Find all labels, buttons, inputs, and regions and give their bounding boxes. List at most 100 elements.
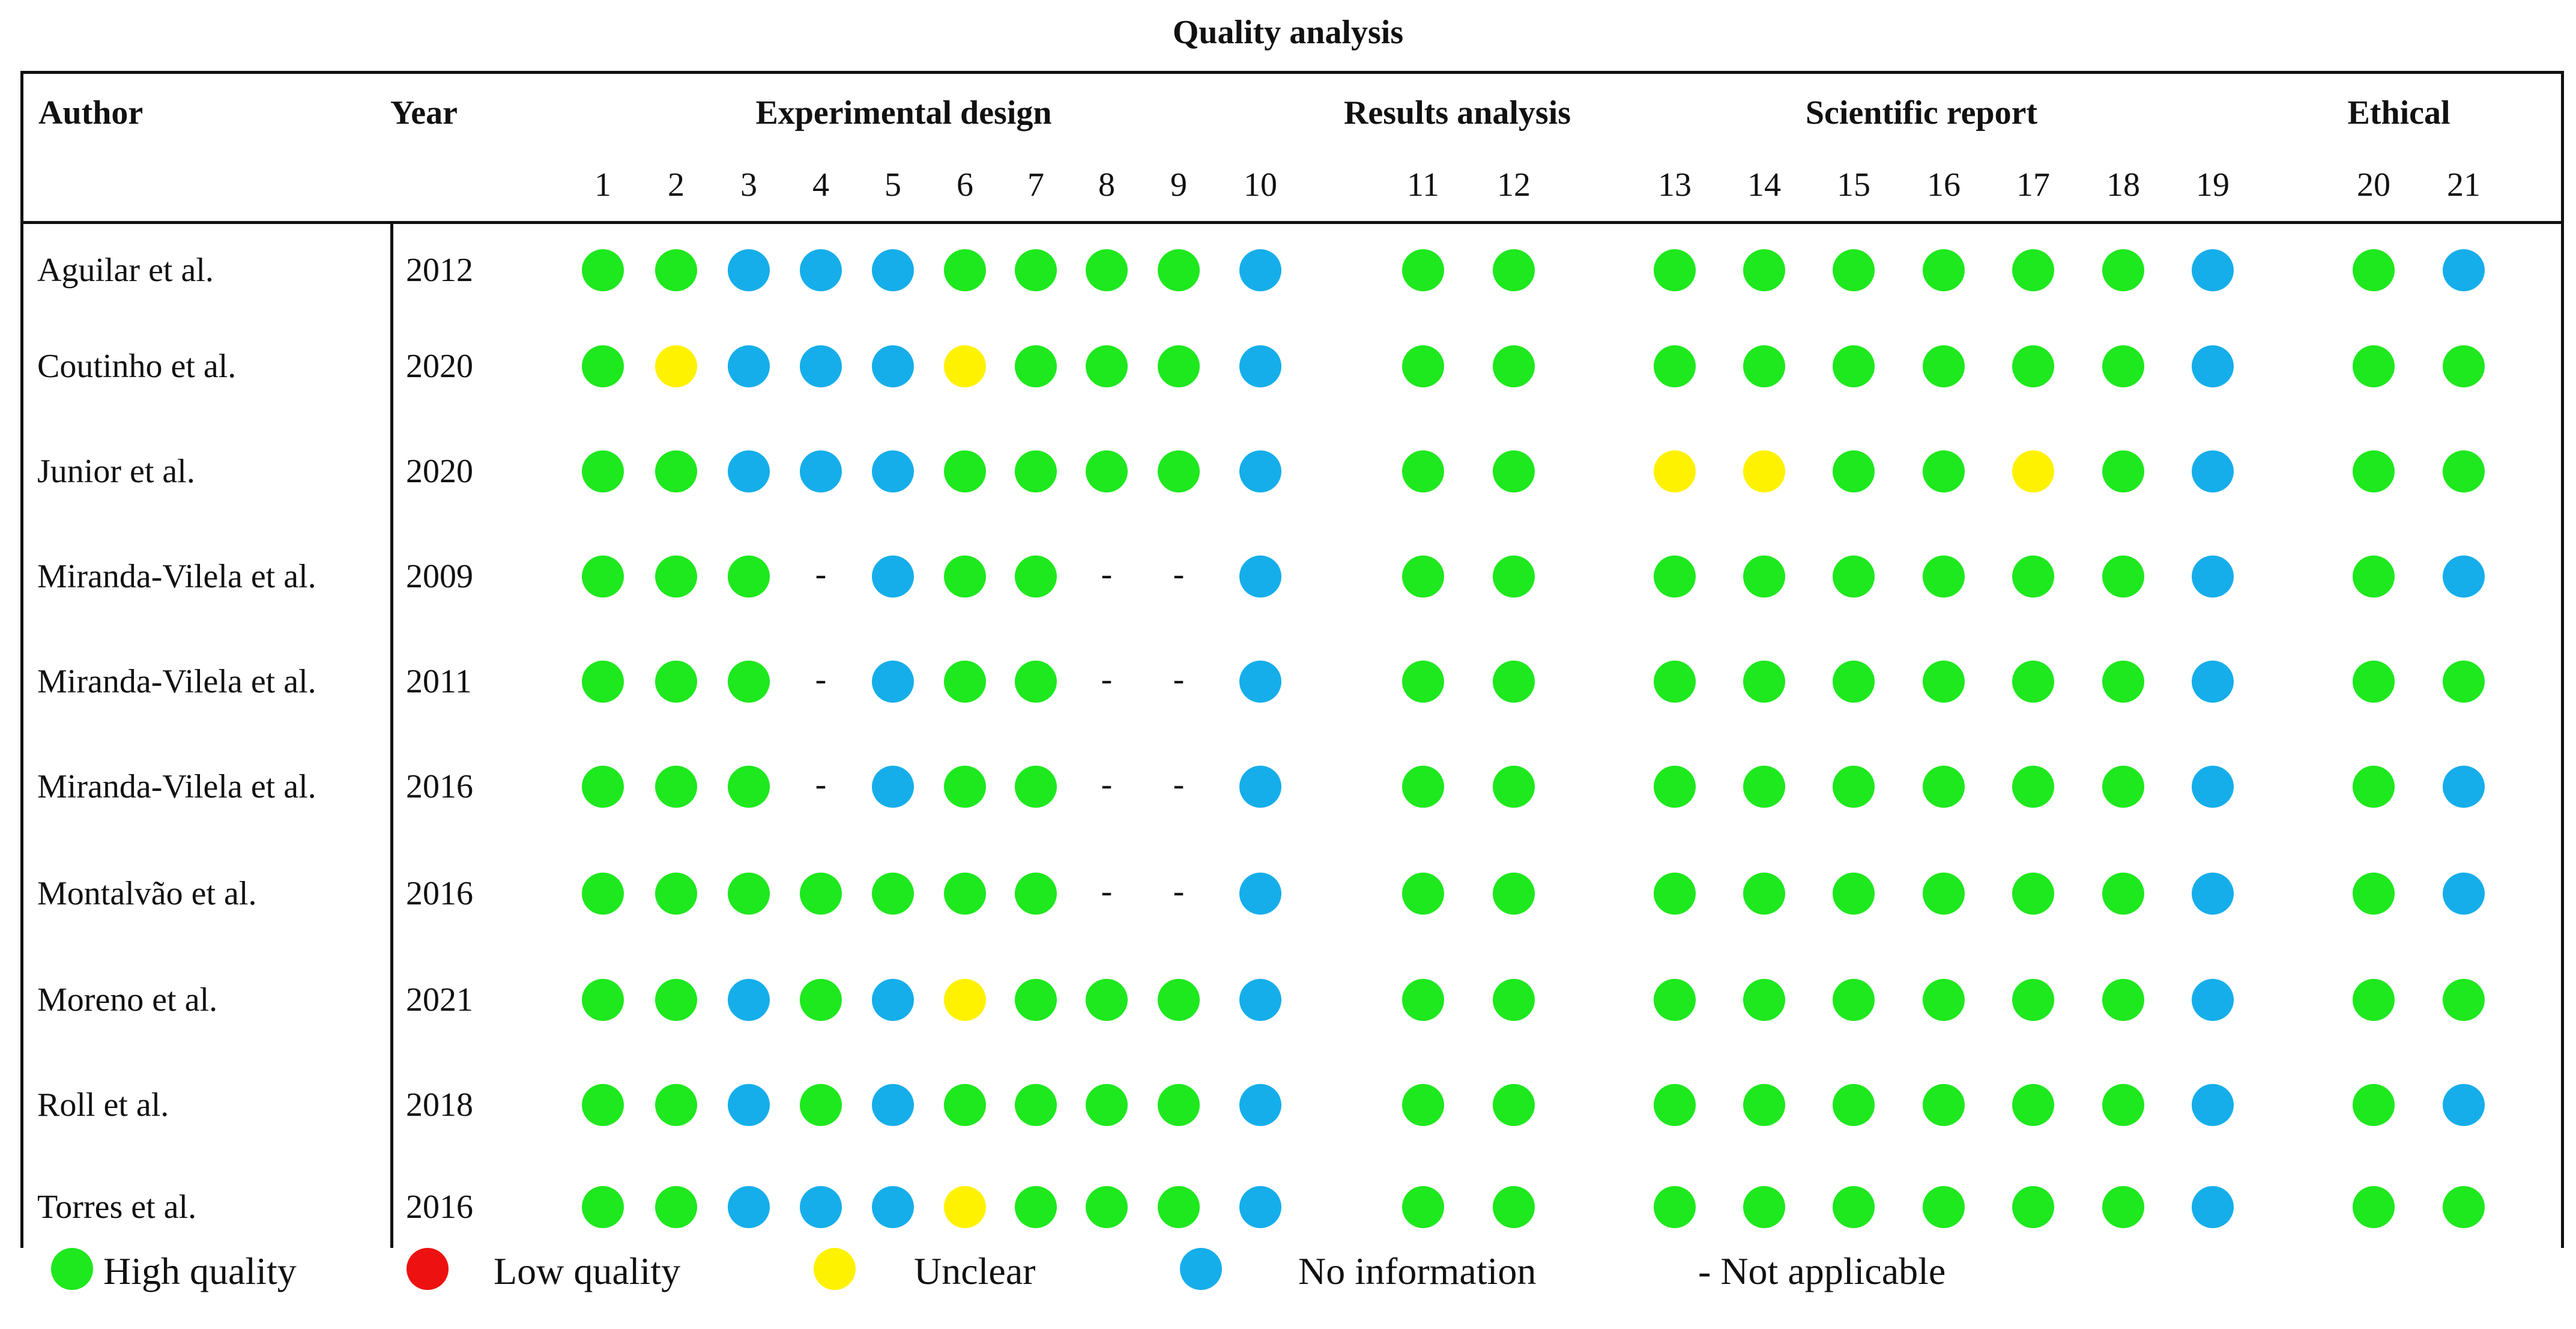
green-circle-icon <box>2012 873 2054 915</box>
year-cell: 2009 <box>406 558 473 595</box>
legend-unclear-label: Unclear <box>914 1250 1036 1292</box>
yellow-circle-icon <box>2012 450 2054 492</box>
yellow-circle-icon <box>655 345 697 387</box>
green-circle-icon <box>1493 556 1535 598</box>
group-header-experimental-design: Experimental design <box>755 94 1052 132</box>
green-circle-icon <box>1654 249 1696 291</box>
blue-circle-icon <box>2192 556 2234 598</box>
legend-not-applicable-label: - Not applicable <box>1698 1250 1946 1292</box>
not-applicable-dash: - <box>1101 556 1113 593</box>
green-circle-icon <box>1743 766 1785 808</box>
green-circle-icon <box>2012 556 2054 598</box>
green-circle-icon <box>944 556 986 598</box>
not-applicable-dash: - <box>815 766 827 803</box>
green-circle-icon <box>2353 873 2395 915</box>
green-circle-icon <box>582 249 624 291</box>
green-circle-icon <box>2102 1084 2144 1126</box>
blue-circle-icon <box>2443 1084 2485 1126</box>
yellow-circle-icon <box>1654 450 1696 492</box>
green-circle-icon <box>1015 1084 1057 1126</box>
green-circle-icon <box>1158 979 1200 1021</box>
blue-circle-icon <box>728 249 770 291</box>
green-circle-icon <box>1923 873 1965 915</box>
blue-circle-icon <box>1239 450 1281 492</box>
blue-circle-icon <box>2192 249 2234 291</box>
green-circle-icon <box>944 1084 986 1126</box>
green-circle-icon <box>2443 661 2485 703</box>
blue-circle-icon <box>1239 249 1281 291</box>
green-circle-icon <box>582 450 624 492</box>
author-cell: Miranda-Vilela et al. <box>37 768 316 805</box>
criterion-header-9: 9 <box>1170 166 1187 204</box>
criterion-header-14: 14 <box>1747 166 1781 204</box>
green-circle-icon <box>1402 450 1444 492</box>
green-circle-icon <box>1158 249 1200 291</box>
blue-circle-icon <box>1239 766 1281 808</box>
green-circle-icon <box>728 556 770 598</box>
green-circle-icon <box>1402 345 1444 387</box>
blue-circle-icon <box>2192 979 2234 1021</box>
blue-circle-icon <box>872 1186 914 1228</box>
green-circle-icon <box>2102 1186 2144 1228</box>
green-circle-icon <box>2443 450 2485 492</box>
blue-circle-icon <box>872 450 914 492</box>
green-circle-icon <box>944 249 986 291</box>
author-cell: Miranda-Vilela et al. <box>37 558 316 595</box>
green-circle-icon <box>1654 979 1696 1021</box>
green-circle-icon <box>1493 873 1535 915</box>
green-circle-icon <box>2353 979 2395 1021</box>
column-divider <box>390 221 393 1248</box>
criterion-header-13: 13 <box>1658 166 1692 204</box>
legend-unclear-icon <box>814 1248 856 1290</box>
green-circle-icon <box>800 873 842 915</box>
green-circle-icon <box>1158 345 1200 387</box>
green-circle-icon <box>1015 873 1057 915</box>
green-circle-icon <box>2102 766 2144 808</box>
criterion-header-15: 15 <box>1837 166 1870 204</box>
green-circle-icon <box>1833 1186 1875 1228</box>
green-circle-icon <box>2353 661 2395 703</box>
green-circle-icon <box>582 345 624 387</box>
criterion-header-7: 7 <box>1027 166 1044 204</box>
green-circle-icon <box>582 1186 624 1228</box>
green-circle-icon <box>1402 249 1444 291</box>
green-circle-icon <box>2012 249 2054 291</box>
green-circle-icon <box>1743 661 1785 703</box>
green-circle-icon <box>1743 979 1785 1021</box>
green-circle-icon <box>1923 450 1965 492</box>
author-cell: Junior et al. <box>37 453 195 490</box>
year-header: Year <box>390 94 458 132</box>
legend-high-quality-label: High quality <box>103 1250 297 1292</box>
blue-circle-icon <box>2443 766 2485 808</box>
blue-circle-icon <box>1239 979 1281 1021</box>
year-cell: 2020 <box>406 348 473 385</box>
green-circle-icon <box>2443 345 2485 387</box>
green-circle-icon <box>800 1084 842 1126</box>
table-frame <box>20 71 2564 1248</box>
criterion-header-3: 3 <box>740 166 757 204</box>
green-circle-icon <box>2102 873 2144 915</box>
yellow-circle-icon <box>944 1186 986 1228</box>
green-circle-icon <box>1402 661 1444 703</box>
yellow-circle-icon <box>1743 450 1785 492</box>
green-circle-icon <box>1015 1186 1057 1228</box>
green-circle-icon <box>2012 661 2054 703</box>
green-circle-icon <box>1923 766 1965 808</box>
green-circle-icon <box>582 661 624 703</box>
author-cell: Torres et al. <box>37 1188 197 1226</box>
green-circle-icon <box>655 450 697 492</box>
not-applicable-dash: - <box>1173 661 1185 698</box>
year-cell: 2016 <box>406 875 473 912</box>
green-circle-icon <box>1015 979 1057 1021</box>
green-circle-icon <box>1493 766 1535 808</box>
blue-circle-icon <box>872 1084 914 1126</box>
legend-low-quality-icon <box>407 1248 449 1290</box>
blue-circle-icon <box>872 661 914 703</box>
green-circle-icon <box>1654 766 1696 808</box>
green-circle-icon <box>2102 345 2144 387</box>
blue-circle-icon <box>2192 1084 2234 1126</box>
author-header: Author <box>38 94 144 132</box>
green-circle-icon <box>1833 766 1875 808</box>
green-circle-icon <box>655 766 697 808</box>
green-circle-icon <box>728 661 770 703</box>
